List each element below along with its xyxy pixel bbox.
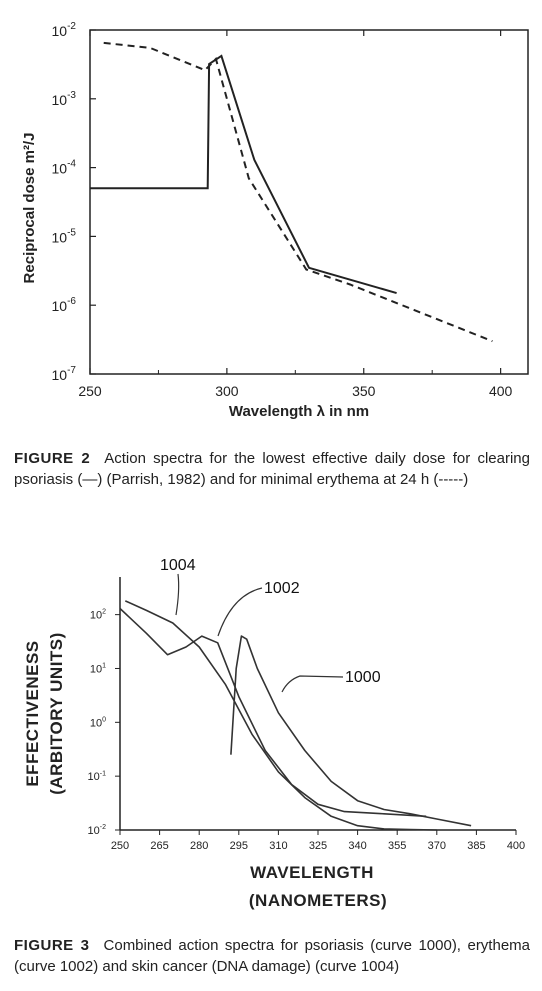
fig3-curve-label-1002: 1002 [264, 580, 300, 597]
fig3-y-tick-label: 10-2 [88, 824, 107, 837]
fig3-x-tick-label: 325 [309, 840, 327, 852]
fig2-y-axis-title: Reciprocal dose m²/J [21, 133, 38, 284]
fig3-x-tick-label: 250 [111, 840, 129, 852]
fig3-y-axis-title: EFFECTIVENESS [23, 640, 42, 786]
figure-2-chart: 250 300 350 400 10-7 10-6 10-5 10-4 10-3 10-2 Wave… [21, 21, 529, 420]
fig2-x-tick-label: 400 [489, 383, 513, 399]
fig2-x-tick-label: 300 [215, 383, 239, 399]
fig2-x-tick-label: 250 [78, 383, 102, 399]
fig3-leader-line-1000 [281, 675, 344, 693]
fig3-x-tick-label: 355 [388, 840, 406, 852]
fig3-series-curve-1002 [119, 607, 427, 818]
fig2-y-tick-label: 10-6 [52, 296, 77, 314]
figure-3-caption-label: FIGURE 3 [14, 937, 90, 954]
fig2-y-tick-label: 10-3 [52, 90, 77, 108]
fig3-x-tick-label: 295 [230, 840, 248, 852]
fig2-series-psoriasis-solid [90, 54, 397, 295]
fig3-x-tick-label: 370 [428, 840, 446, 852]
fig3-x-tick-label: 310 [269, 840, 287, 852]
fig3-x-axis-title: WAVELENGTH [250, 863, 374, 882]
fig3-curve-label-1004: 1004 [160, 557, 196, 574]
fig2-x-axis-title: Wavelength λ in nm [229, 403, 369, 420]
fig3-y-tick-label: 102 [90, 609, 106, 622]
fig3-y-tick-label: 100 [90, 716, 106, 729]
figure-2-caption-text: Action spectra for the lowest effective … [14, 450, 530, 488]
fig3-x-tick-label: 400 [507, 840, 525, 852]
figure-3-chart: 250 265 280 295 310 325 340 355 370 385 400 10-2 10-… [23, 557, 525, 910]
fig3-x-tick-label: 280 [190, 840, 208, 852]
fig3-series-curve-1004 [124, 600, 437, 831]
figure-2-caption: FIGURE 2 Action spectra for the lowest ef… [14, 448, 530, 490]
fig2-x-tick-label: 350 [352, 383, 376, 399]
fig2-plot-frame [89, 29, 529, 375]
fig2-y-tick-label: 10-5 [52, 227, 77, 245]
fig2-y-tick-label: 10-4 [52, 159, 77, 177]
fig3-series-curve-1000 [230, 635, 472, 827]
fig3-leader-line-1004 [175, 573, 180, 616]
fig3-x-axis-title-2: (NANOMETERS) [249, 891, 387, 910]
figure-2-caption-label: FIGURE 2 [14, 450, 91, 467]
fig3-y-tick-label: 101 [90, 663, 106, 676]
fig3-x-tick-label: 385 [467, 840, 485, 852]
fig2-series-erythema-dashed [103, 41, 493, 343]
fig3-x-tick-label: 340 [348, 840, 366, 852]
fig2-y-tick-label: 10-7 [52, 365, 77, 383]
fig3-curve-label-1000: 1000 [345, 669, 381, 686]
figure-3-caption-text: Combined action spectra for psoriasis (c… [14, 937, 530, 975]
fig2-y-tick-label: 10-2 [52, 21, 77, 39]
fig3-y-axis-title-2: (ARBITORY UNITS) [47, 632, 66, 795]
fig3-leader-line-1002 [217, 587, 263, 637]
fig3-y-tick-label: 10-1 [88, 770, 107, 783]
figure-3-caption: FIGURE 3 Combined action spectra for psor… [14, 935, 530, 977]
fig3-x-tick-label: 265 [150, 840, 168, 852]
